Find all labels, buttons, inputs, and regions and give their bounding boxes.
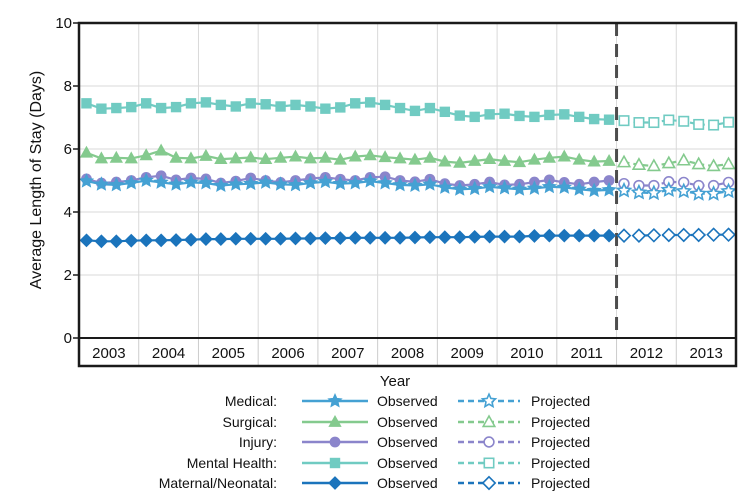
legend-projected-swatch-injury [458,436,520,448]
legend-observed-swatch-injury [302,436,368,448]
legend-projected-swatch-maternal-neonatal [458,475,520,491]
legend-projected-label: Projected [531,434,591,451]
svg-text:2006: 2006 [271,345,304,362]
svg-text:2010: 2010 [510,345,543,362]
legend-row-maternal-neonatal: Maternal/Neonatal: Observed Projected [117,473,590,494]
svg-text:2003: 2003 [92,345,125,362]
svg-text:10: 10 [55,15,72,32]
legend-observed-label: Observed [377,393,438,410]
legend-series-label: Medical: [224,393,277,410]
svg-text:2005: 2005 [212,345,245,362]
svg-text:2011: 2011 [571,345,603,362]
legend-observed-label: Observed [377,434,438,451]
legend-row-injury: Injury: Observed Projected [117,432,590,453]
legend-series-label: Maternal/Neonatal: [158,475,277,492]
series [78,97,737,249]
legend-series-label: Injury: [238,434,277,451]
legend-observed-label: Observed [377,475,438,492]
series-medical [78,172,737,201]
svg-text:2: 2 [64,267,72,284]
legend: Medical: Observed Projected Surgical: Ob… [117,391,590,494]
legend-series-label: Mental Health: [186,454,277,471]
legend-row-medical: Medical: Observed Projected [117,391,590,412]
series-maternal-neonatal [79,227,736,249]
legend-observed-swatch-maternal-neonatal [302,476,368,491]
svg-text:2012: 2012 [630,345,663,362]
legend-observed-swatch-surgical [302,414,368,427]
legend-observed-swatch-mental-health [302,457,368,468]
svg-text:2007: 2007 [331,345,364,362]
legend-projected-label: Projected [531,475,591,492]
series-mental-health [81,97,735,131]
legend-row-mental-health: Mental Health: Observed Projected [117,453,590,474]
legend-projected-label: Projected [531,413,591,430]
legend-projected-swatch-surgical [458,414,520,427]
svg-text:4: 4 [64,204,72,221]
y-axis-ticks: 0 2 4 6 8 10 [55,15,79,347]
x-axis-title: Year [379,373,411,390]
legend-projected-label: Projected [531,393,591,410]
svg-text:6: 6 [64,141,72,158]
plot-frame [77,21,738,368]
svg-text:2009: 2009 [451,345,484,362]
legend-projected-label: Projected [531,454,591,471]
legend-projected-swatch-mental-health [458,457,520,469]
svg-text:2013: 2013 [689,345,722,362]
svg-text:2004: 2004 [152,345,185,362]
svg-text:8: 8 [64,78,72,95]
legend-observed-swatch-medical [302,393,368,408]
legend-projected-swatch-medical [458,392,520,409]
x-axis-year-labels: 2003 2004 2005 2006 2007 2008 2009 2010 2011 2012… [92,345,723,362]
legend-series-label: Surgical: [222,413,277,430]
legend-row-surgical: Surgical: Observed Projected [117,412,591,433]
legend-observed-label: Observed [377,413,438,430]
svg-text:2008: 2008 [391,345,424,362]
legend-observed-label: Observed [377,454,438,471]
svg-text:0: 0 [64,330,72,347]
y-axis-title: Average Length of Stay (Days) [28,70,45,290]
series-surgical [79,143,736,172]
